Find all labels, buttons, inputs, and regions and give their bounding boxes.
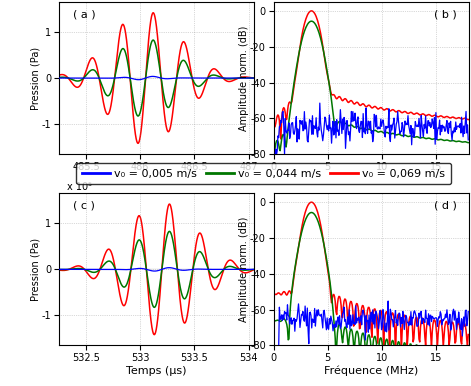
Legend: v₀ = 0,005 m/s, v₀ = 0,044 m/s, v₀ = 0,069 m/s: v₀ = 0,005 m/s, v₀ = 0,044 m/s, v₀ = 0,0… <box>76 163 451 184</box>
Y-axis label: Amplitude norm. (dB): Amplitude norm. (dB) <box>239 25 249 131</box>
Text: ( a ): ( a ) <box>73 10 95 20</box>
Y-axis label: Pression (Pa): Pression (Pa) <box>30 238 40 301</box>
Text: x 10⁵: x 10⁵ <box>67 182 92 192</box>
Y-axis label: Amplitude norm. (dB): Amplitude norm. (dB) <box>239 217 249 322</box>
X-axis label: Fréquence (MHz): Fréquence (MHz) <box>324 366 418 376</box>
Text: ( d ): ( d ) <box>433 201 456 211</box>
Text: ( c ): ( c ) <box>73 201 94 211</box>
Y-axis label: Pression (Pa): Pression (Pa) <box>30 46 40 110</box>
Text: ( b ): ( b ) <box>433 10 456 20</box>
X-axis label: Temps (µs): Temps (µs) <box>126 366 187 376</box>
